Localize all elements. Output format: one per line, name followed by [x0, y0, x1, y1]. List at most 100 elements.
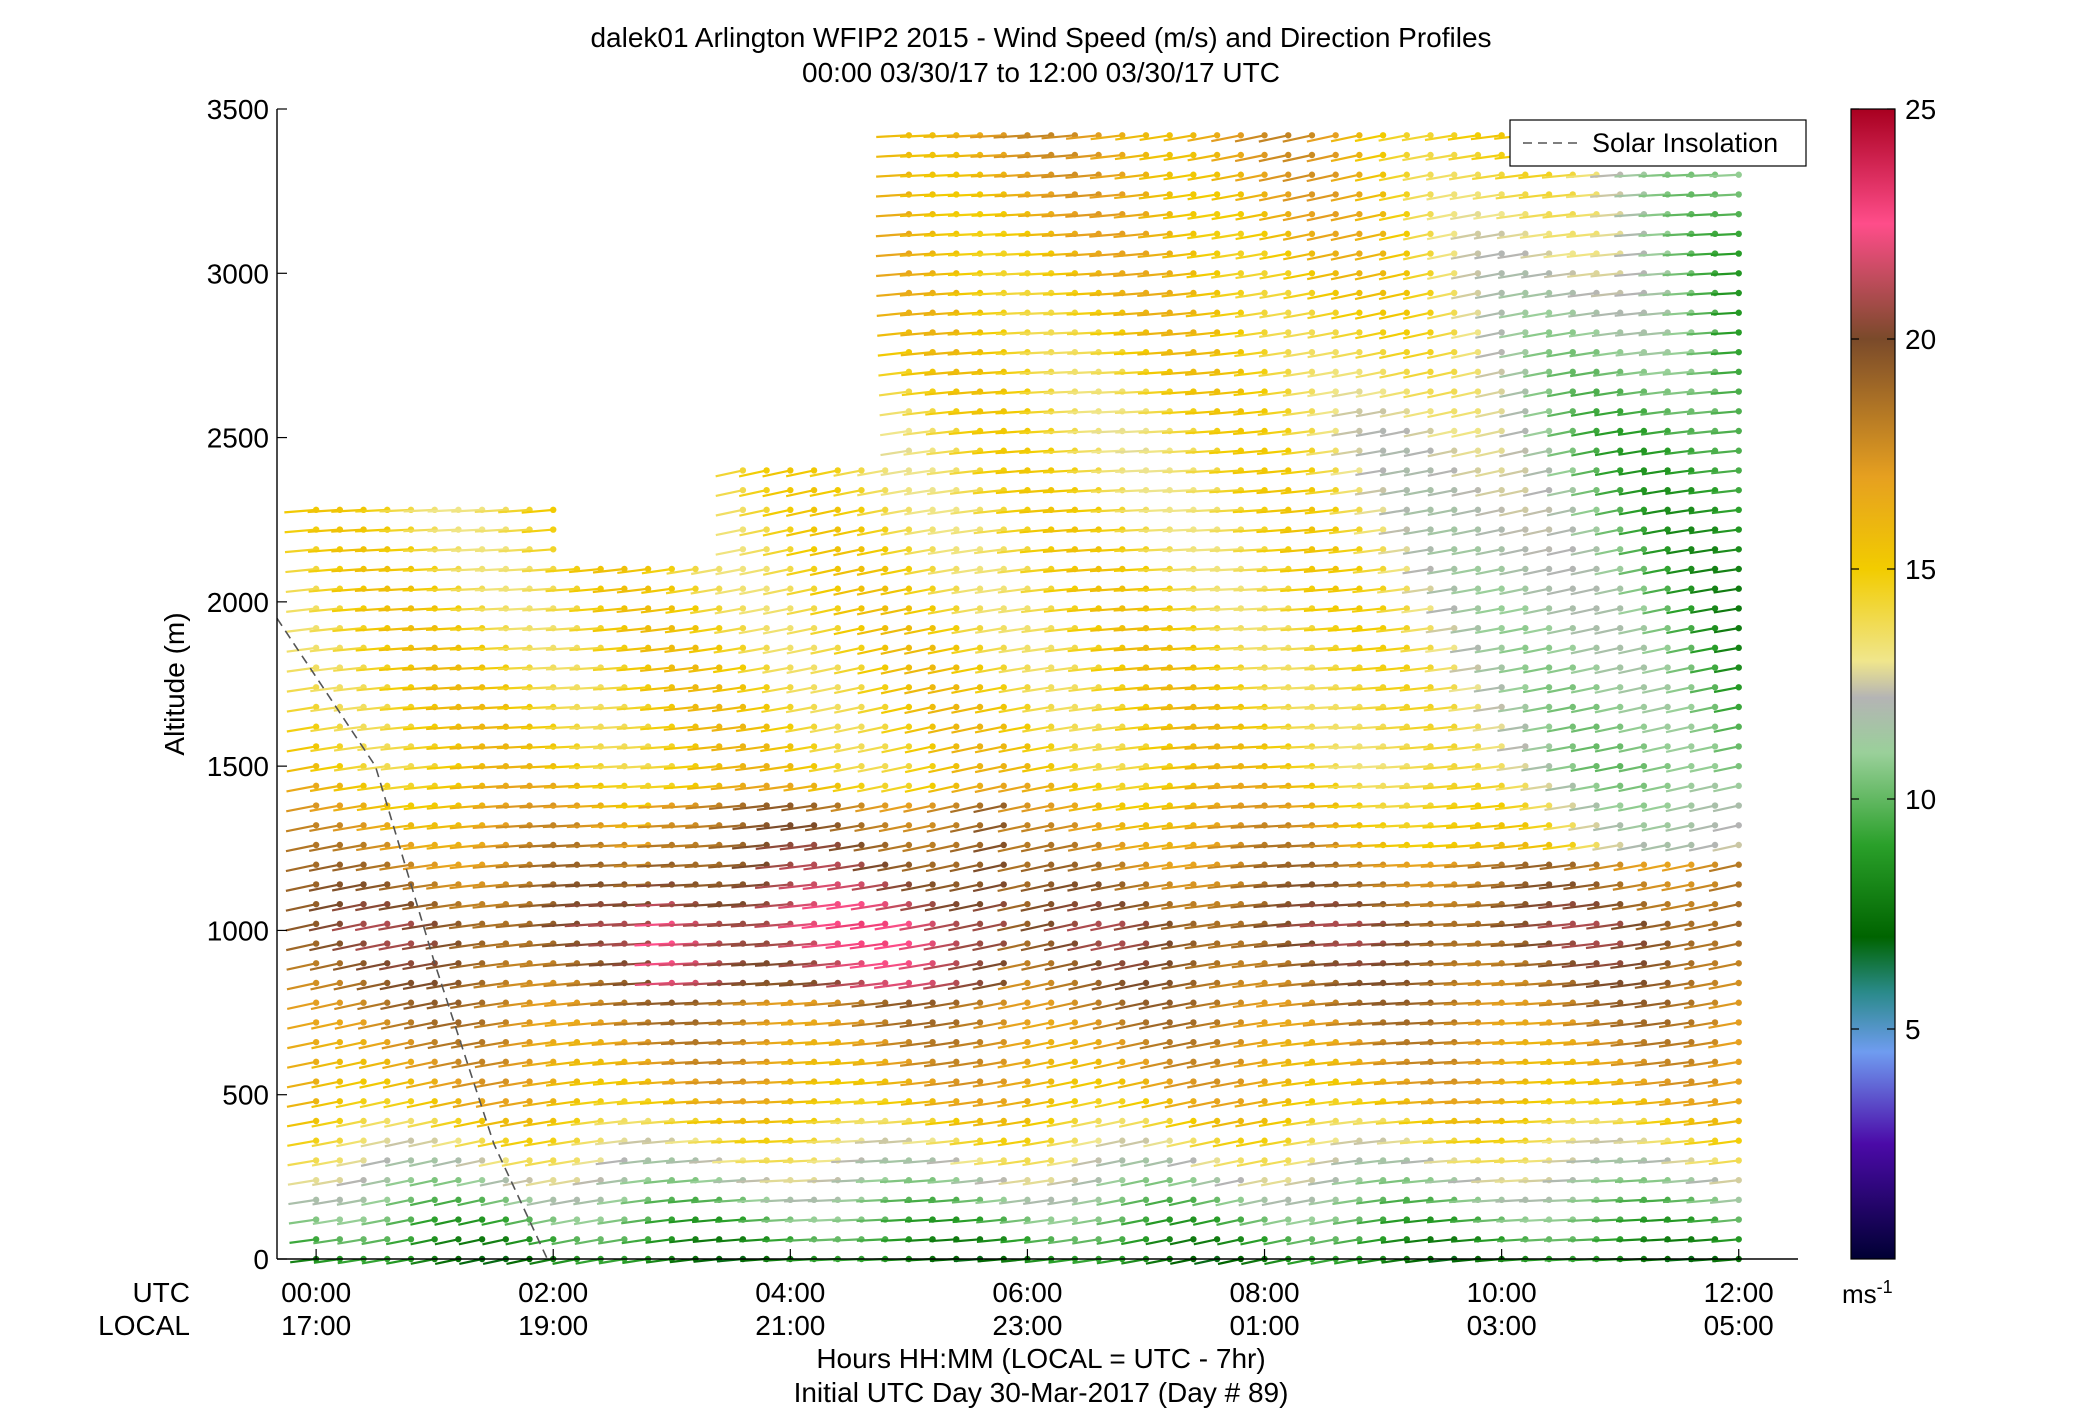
- wind-barb: [756, 1001, 791, 1006]
- wind-barb: [880, 587, 910, 596]
- wind-barb-point: [976, 644, 984, 652]
- wind-barb: [923, 291, 957, 297]
- wind-barb: [802, 981, 838, 988]
- wind-barb-point: [1379, 368, 1387, 376]
- wind-barb: [809, 528, 838, 537]
- wind-barb-point: [1213, 1216, 1221, 1223]
- wind-barb: [309, 666, 340, 673]
- wind-barb: [384, 1139, 412, 1148]
- wind-barb-point: [1047, 900, 1055, 908]
- wind-barb: [976, 1218, 1004, 1224]
- wind-barb-point: [929, 506, 936, 514]
- wind-barb: [786, 627, 815, 635]
- wind-barb: [1020, 587, 1052, 594]
- wind-barb-point: [644, 1216, 652, 1223]
- wind-barb: [923, 962, 957, 971]
- wind-barb-point: [1379, 408, 1387, 415]
- wind-barb: [360, 1159, 388, 1167]
- wind-barb-point: [976, 723, 984, 730]
- wind-barb-point: [1427, 309, 1434, 316]
- wind-barb-point: [1024, 624, 1031, 632]
- wind-barb-point: [858, 723, 865, 730]
- wind-barb: [575, 1257, 601, 1265]
- wind-barb-point: [573, 1137, 581, 1144]
- wind-barb: [997, 587, 1028, 594]
- wind-barb: [899, 213, 933, 218]
- wind-barb: [971, 410, 1004, 415]
- wind-barb-point: [1047, 1137, 1055, 1144]
- wind-barb: [355, 528, 388, 533]
- wind-barb-point: [407, 979, 415, 987]
- wind-barb: [311, 1139, 341, 1148]
- wind-barb: [904, 784, 933, 793]
- wind-barb: [1046, 1041, 1076, 1050]
- wind-barb-point: [1213, 1236, 1221, 1243]
- wind-barb: [899, 311, 933, 317]
- wind-barb-point: [1000, 762, 1007, 770]
- wind-barb-point: [1047, 782, 1055, 790]
- wind-barb: [410, 1238, 435, 1246]
- wind-barb: [331, 587, 364, 593]
- wind-barb: [1043, 390, 1075, 395]
- wind-barb: [951, 666, 981, 675]
- wind-barb-point: [1095, 822, 1102, 829]
- wind-barb: [854, 824, 886, 833]
- wind-barb-point: [1451, 506, 1458, 514]
- wind-barb: [684, 1021, 720, 1026]
- wind-barb-point: [1474, 348, 1482, 356]
- wind-barb: [286, 745, 317, 753]
- wind-barb: [736, 705, 767, 713]
- wind-barb: [972, 981, 1004, 991]
- wind-barb: [1019, 489, 1052, 494]
- wind-barb: [597, 1218, 625, 1225]
- wind-barb-point: [407, 960, 415, 967]
- wind-barb: [826, 981, 862, 988]
- wind-barb-point: [455, 900, 462, 908]
- wind-barb: [995, 390, 1028, 395]
- wind-barb: [449, 705, 483, 711]
- wind-barb: [899, 922, 933, 931]
- wind-barb: [425, 962, 459, 970]
- wind-barb-point: [1213, 1058, 1221, 1066]
- wind-barb-point: [1119, 1098, 1126, 1105]
- wind-barb: [379, 981, 412, 991]
- wind-barb: [997, 1119, 1028, 1127]
- wind-barb: [927, 489, 957, 496]
- wind-barb: [754, 883, 791, 889]
- wind-barb: [827, 1001, 862, 1008]
- wind-barb-point: [478, 999, 486, 1006]
- wind-barb-point: [1166, 999, 1173, 1006]
- wind-barb-point: [858, 881, 865, 888]
- wind-barb: [634, 942, 672, 947]
- wind-barb-point: [858, 467, 865, 474]
- wind-barb: [947, 213, 981, 217]
- wind-barb: [760, 1198, 791, 1203]
- wind-barb-point: [881, 920, 889, 928]
- wind-barb-point: [787, 723, 794, 730]
- wind-barb: [856, 1238, 886, 1242]
- wind-barb: [948, 1021, 981, 1029]
- wind-barb: [335, 1100, 364, 1109]
- wind-barb-point: [1237, 1236, 1245, 1243]
- wind-barb: [708, 863, 743, 869]
- wind-barb-point: [763, 526, 770, 533]
- wind-barb: [1045, 725, 1076, 733]
- wind-barb-point: [1071, 1078, 1079, 1085]
- wind-barb-point: [953, 605, 960, 612]
- wind-barb-point: [976, 979, 984, 987]
- wind-barb-point: [431, 920, 438, 928]
- wind-barb-point: [312, 1137, 320, 1144]
- wind-barb: [929, 1238, 957, 1243]
- wind-barb-point: [1166, 1157, 1173, 1164]
- wind-barb-point: [1000, 1137, 1007, 1144]
- wind-barb: [974, 548, 1004, 555]
- wind-barb: [923, 331, 957, 337]
- wind-barb: [805, 804, 838, 812]
- wind-barb-point: [810, 841, 818, 849]
- wind-barb-point: [1332, 210, 1339, 218]
- wind-barb: [496, 784, 530, 789]
- wind-barb: [569, 725, 601, 730]
- wind-barb-point: [312, 684, 320, 691]
- wind-barb: [1045, 1021, 1076, 1030]
- wind-barb: [1019, 370, 1052, 375]
